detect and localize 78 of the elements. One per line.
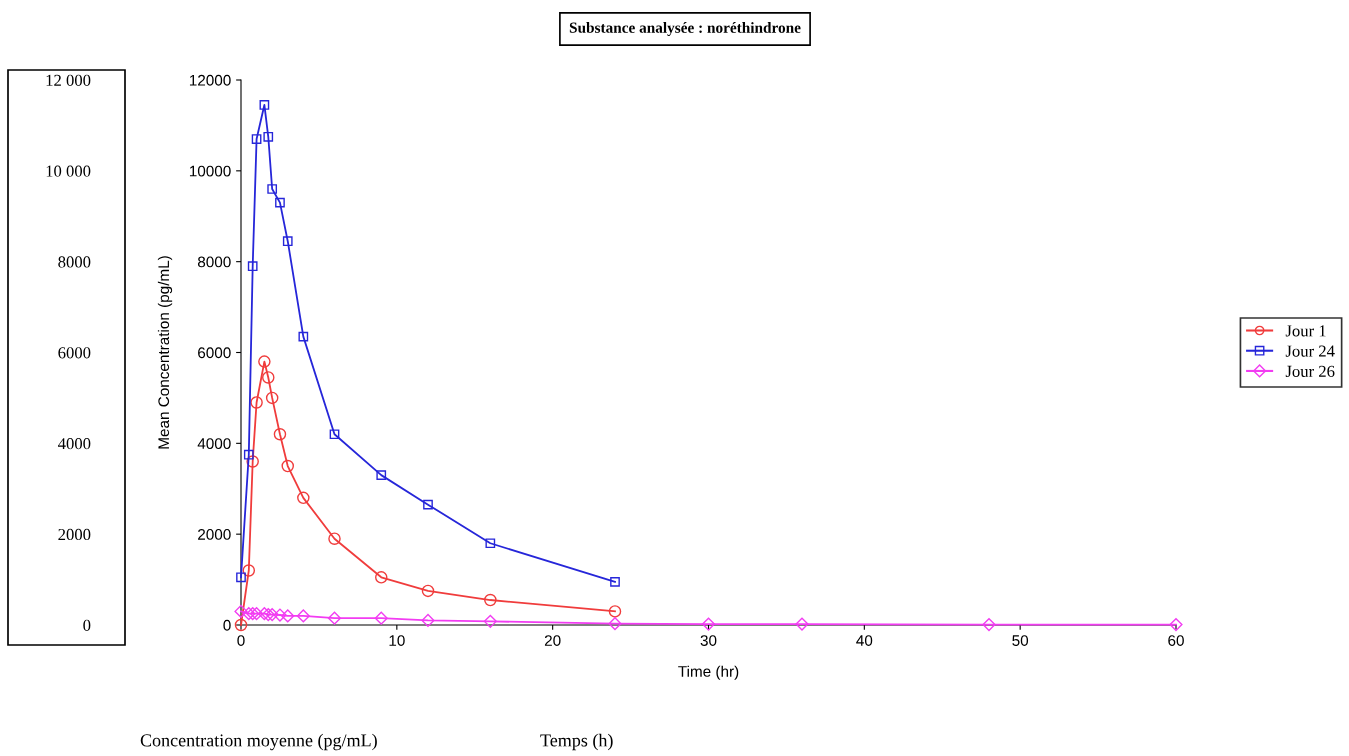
- point: [265, 391, 279, 405]
- point: [259, 100, 270, 110]
- point: [608, 617, 622, 631]
- point: [423, 499, 433, 510]
- y-tick-label: 6000: [198, 347, 231, 359]
- point: [297, 491, 310, 505]
- y-axis-title: Mean Concentration (pg/mL): [157, 256, 173, 449]
- x-tick-label: 10: [389, 635, 405, 646]
- x-tick-label: 60: [1168, 635, 1184, 646]
- point: [273, 427, 287, 441]
- point: [281, 609, 295, 623]
- point: [374, 571, 388, 584]
- point: [485, 538, 496, 549]
- point: [328, 532, 341, 545]
- point: [483, 614, 497, 628]
- point: [247, 261, 258, 272]
- point: [242, 564, 256, 577]
- legend-label: Jour 24: [1285, 345, 1335, 357]
- y2-tick-label: 2000: [58, 528, 91, 541]
- point: [421, 584, 435, 598]
- text: Temps (h): [540, 733, 613, 751]
- y-tick-label: 12000: [189, 74, 231, 86]
- point: [263, 131, 274, 142]
- point: [267, 184, 278, 194]
- point: [250, 396, 263, 409]
- y2-tick-label: 6000: [58, 347, 91, 359]
- point: [273, 608, 287, 622]
- x-tick-label: 30: [700, 635, 717, 646]
- point: [982, 617, 996, 632]
- legend-label: Jour 1: [1285, 325, 1326, 337]
- x-tick-label: 0: [237, 635, 245, 646]
- x-tick-label: 20: [544, 635, 561, 646]
- point: [795, 617, 809, 631]
- legend-label: Jour 26: [1285, 365, 1335, 377]
- y2-tick-label: 10 000: [46, 165, 91, 177]
- point: [608, 605, 622, 618]
- point: [249, 607, 264, 621]
- x-axis-title: Time (hr): [678, 665, 739, 680]
- point: [246, 455, 259, 468]
- x-tick-label: 40: [856, 635, 873, 646]
- point: [234, 618, 248, 632]
- y2-tick-label: 0: [83, 619, 91, 631]
- point: [242, 607, 256, 621]
- text: Concentration moyenne (pg/mL): [140, 733, 377, 751]
- point: [246, 607, 260, 621]
- point: [327, 611, 342, 625]
- point: [236, 572, 246, 583]
- y-tick-label: 8000: [197, 256, 231, 268]
- point: [329, 429, 340, 440]
- y2-tick-label: 4000: [57, 438, 91, 450]
- point: [296, 609, 310, 623]
- point: [257, 607, 271, 621]
- point: [281, 459, 295, 473]
- point: [1169, 617, 1183, 632]
- y2-tick-label: 12 000: [46, 74, 91, 86]
- y2-tick-label: 8000: [58, 256, 91, 268]
- chart-title: Substance analysée : noréthindrone: [569, 22, 801, 36]
- point: [282, 236, 293, 247]
- x-tick-label: 50: [1012, 635, 1029, 646]
- point: [376, 470, 387, 480]
- point: [374, 611, 388, 625]
- point: [421, 613, 435, 628]
- point: [701, 617, 716, 631]
- point: [298, 331, 309, 342]
- y-tick-label: 0: [223, 619, 231, 631]
- point: [258, 355, 271, 368]
- point: [484, 593, 497, 607]
- y-tick-label: 4000: [197, 438, 231, 450]
- y-tick-label: 10000: [189, 165, 231, 177]
- point: [251, 134, 262, 144]
- point: [261, 607, 275, 622]
- point: [262, 371, 275, 384]
- point: [234, 604, 248, 618]
- point: [243, 449, 254, 460]
- point: [265, 607, 279, 622]
- point: [275, 197, 285, 208]
- y-tick-label: 2000: [198, 529, 231, 540]
- point: [610, 576, 620, 587]
